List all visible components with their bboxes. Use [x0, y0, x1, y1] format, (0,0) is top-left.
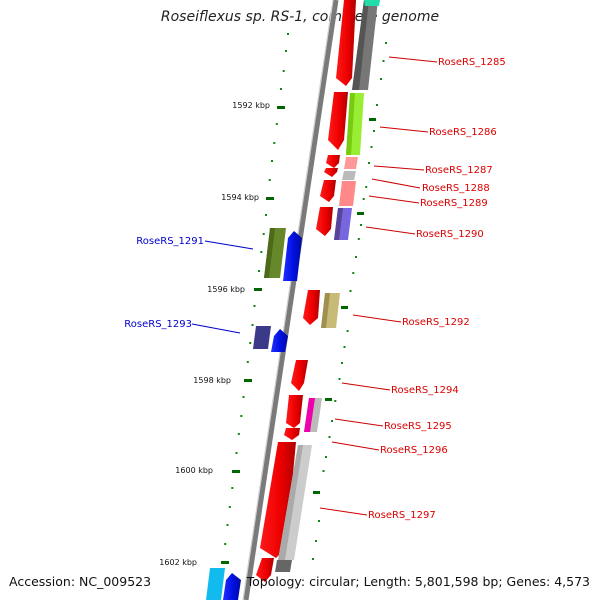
left-gene-labels: RoseRS_1291 RoseRS_1293	[124, 236, 204, 330]
gene-label-rosers-1297[interactable]: RoseRS_1297	[368, 510, 436, 521]
scale-labels: 1592 kbp 1594 kbp 1596 kbp 1598 kbp 1600…	[159, 101, 270, 567]
tick-marks	[220, 33, 387, 580]
right-gene-labels: RoseRS_1285 RoseRS_1286 RoseRS_1287 Rose…	[368, 57, 506, 521]
scale-label-1596: 1596 kbp	[207, 285, 245, 294]
gene-label-rosers-1291[interactable]: RoseRS_1291	[136, 236, 204, 247]
colored-genes	[206, 0, 380, 600]
gene-label-rosers-1292[interactable]: RoseRS_1292	[402, 317, 470, 328]
reverse-strand-genes	[223, 231, 302, 600]
gene-label-rosers-1285[interactable]: RoseRS_1285	[438, 57, 506, 68]
accession-text: Accession: NC_009523	[9, 574, 152, 589]
scale-label-1594: 1594 kbp	[221, 193, 259, 202]
left-leader-lines	[191, 240, 254, 334]
scale-label-1602: 1602 kbp	[159, 558, 197, 567]
scale-label-1598: 1598 kbp	[193, 376, 231, 385]
gene-label-rosers-1290[interactable]: RoseRS_1290	[416, 229, 484, 240]
gene-label-rosers-1294[interactable]: RoseRS_1294	[391, 385, 459, 396]
genome-summary-text: Topology: circular; Length: 5,801,598 bp…	[246, 574, 590, 589]
gene-label-rosers-1295[interactable]: RoseRS_1295	[384, 421, 452, 432]
gene-label-rosers-1296[interactable]: RoseRS_1296	[380, 445, 448, 456]
forward-strand-genes	[256, 0, 356, 582]
gene-label-rosers-1286[interactable]: RoseRS_1286	[429, 127, 497, 138]
gene-label-rosers-1289[interactable]: RoseRS_1289	[420, 198, 488, 209]
backbone-highlight	[242, 0, 334, 600]
scale-label-1592: 1592 kbp	[232, 101, 270, 110]
right-leader-lines	[319, 56, 438, 516]
gene-label-rosers-1293[interactable]: RoseRS_1293	[124, 319, 192, 330]
backbone-line	[243, 0, 339, 600]
gene-label-rosers-1288[interactable]: RoseRS_1288	[422, 183, 490, 194]
scale-label-1600: 1600 kbp	[175, 466, 213, 475]
gene-label-rosers-1287[interactable]: RoseRS_1287	[425, 165, 493, 176]
